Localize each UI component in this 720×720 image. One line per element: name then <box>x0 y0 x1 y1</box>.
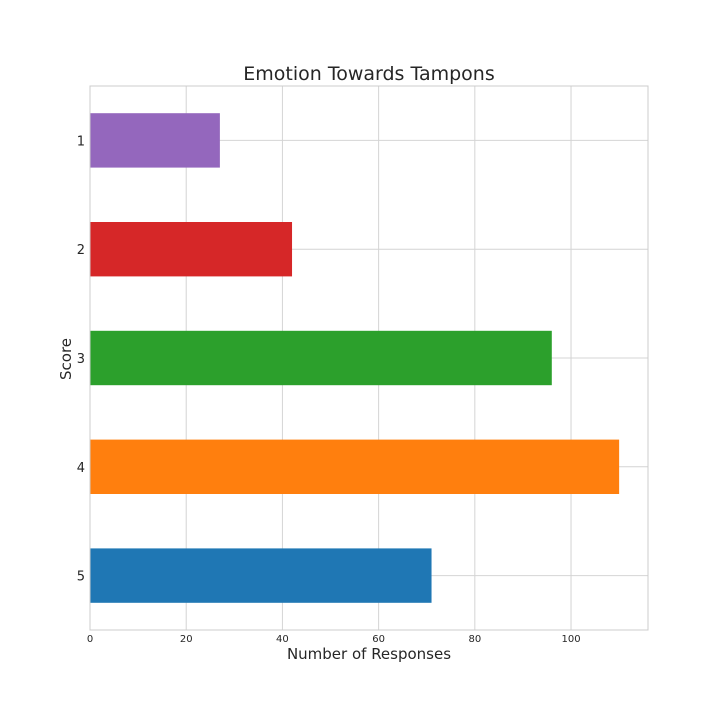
plot-area: 1 2 3 4 5 0 20 40 60 80 100 <box>77 85 649 645</box>
x-tick-label: 20 <box>180 634 193 645</box>
plot-frame <box>89 85 649 631</box>
bar-score-1 <box>90 113 220 168</box>
y-axis-label: Score <box>57 338 75 380</box>
bar-score-3 <box>90 330 552 386</box>
y-tick-label: 4 <box>77 461 85 476</box>
x-tick-label: 100 <box>561 634 580 645</box>
x-tick-label: 0 <box>87 634 93 645</box>
x-tick-label: 80 <box>468 634 481 645</box>
bar-score-2 <box>90 222 293 277</box>
chart-title: Emotion Towards Tampons <box>243 63 494 85</box>
x-tick-label: 60 <box>372 634 385 645</box>
y-tick-label: 1 <box>77 134 85 149</box>
x-tick-label: 40 <box>276 634 289 645</box>
y-tick-label: 2 <box>77 243 85 258</box>
bar-score-5 <box>90 548 432 603</box>
y-tick-label: 3 <box>77 352 85 367</box>
y-tick-label: 5 <box>77 570 85 585</box>
x-axis-label: Number of Responses <box>287 645 451 663</box>
bar-score-4 <box>90 439 620 494</box>
